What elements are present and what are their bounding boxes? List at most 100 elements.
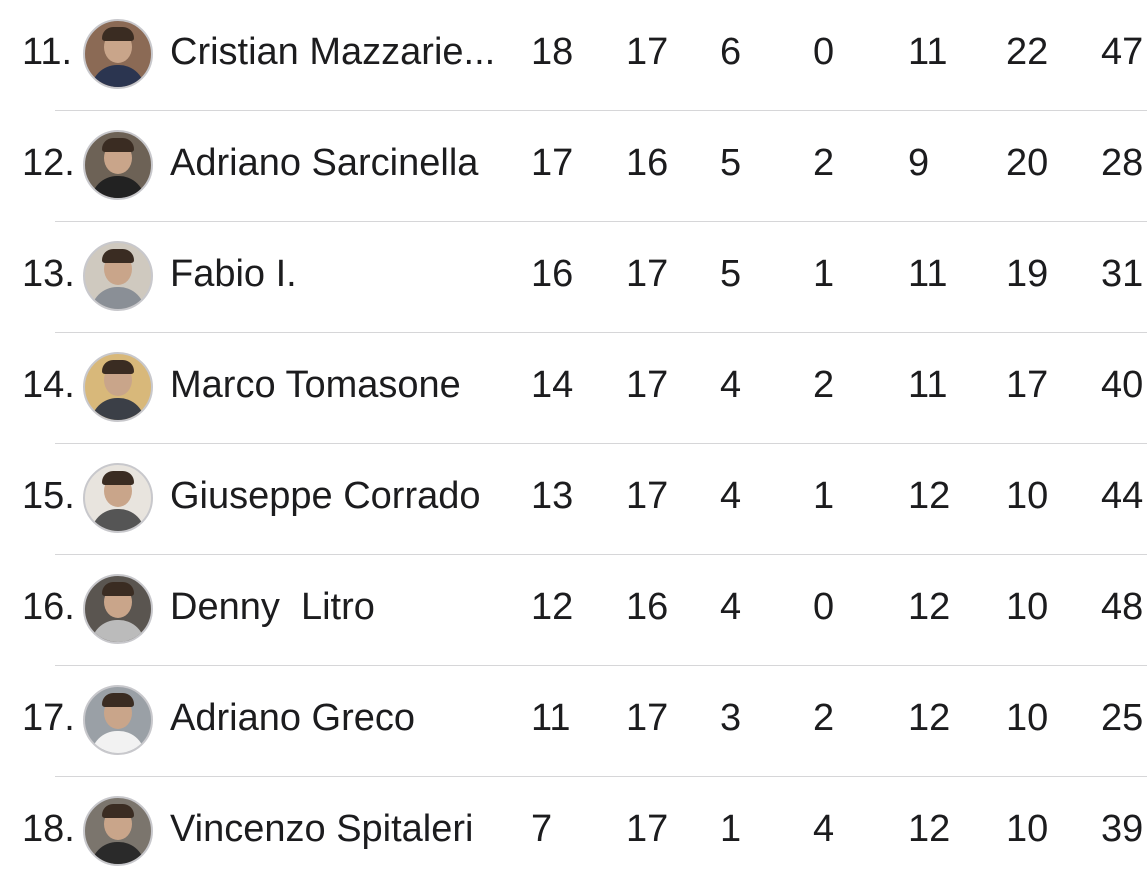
- row-divider: [55, 110, 1147, 111]
- row-divider: [55, 776, 1147, 777]
- stat-cell: 4: [720, 364, 742, 406]
- player-name[interactable]: Marco Tomasone: [170, 364, 461, 406]
- stat-cell: 11: [908, 31, 948, 73]
- stat-cell: 31: [1101, 253, 1144, 295]
- table-row[interactable]: 16. Denny Litro 12 16 4 0 12 10 48: [0, 555, 1147, 666]
- table-row[interactable]: 14. Marco Tomasone 14 17 4 2 11 17 40: [0, 333, 1147, 444]
- stat-cell: 10: [1006, 475, 1049, 517]
- row-divider: [55, 554, 1147, 555]
- stat-cell: 17: [626, 697, 669, 739]
- stat-cell: 10: [1006, 697, 1049, 739]
- player-name[interactable]: Denny Litro: [170, 586, 375, 628]
- rank: 18.: [22, 808, 75, 850]
- avatar-hair: [102, 582, 134, 596]
- stat-cell: 44: [1101, 475, 1144, 517]
- stat-cell: 18: [531, 31, 574, 73]
- stat-cell: 28: [1101, 142, 1144, 184]
- player-name[interactable]: Fabio I.: [170, 253, 297, 295]
- stat-cell: 1: [720, 808, 742, 850]
- table-row[interactable]: 13. Fabio I. 16 17 5 1 11 19 31: [0, 222, 1147, 333]
- avatar-hair: [102, 360, 134, 374]
- stat-cell: 0: [813, 31, 835, 73]
- rank: 17.: [22, 697, 75, 739]
- stat-cell: 12: [908, 586, 951, 628]
- avatar-body: [91, 842, 145, 864]
- row-divider: [55, 665, 1147, 666]
- row-divider: [55, 221, 1147, 222]
- stat-cell: 9: [908, 142, 930, 184]
- stat-cell: 2: [813, 697, 835, 739]
- stat-cell: 1: [813, 253, 835, 295]
- avatar[interactable]: [83, 352, 153, 422]
- stat-cell: 17: [626, 364, 669, 406]
- stat-cell: 22: [1006, 31, 1049, 73]
- table-row[interactable]: 11. Cristian Mazzarie... 18 17 6 0 11 22 47: [0, 0, 1147, 111]
- player-name[interactable]: Cristian Mazzarie...: [170, 31, 496, 73]
- avatar[interactable]: [83, 463, 153, 533]
- avatar-hair: [102, 471, 134, 485]
- table-row[interactable]: 12. Adriano Sarcinella 17 16 5 2 9 20 28: [0, 111, 1147, 222]
- table-row[interactable]: 18. Vincenzo Spitaleri 7 17 1 4 12 10 39: [0, 777, 1147, 888]
- stat-cell: 25: [1101, 697, 1144, 739]
- stat-cell: 17: [1006, 364, 1049, 406]
- avatar-hair: [102, 693, 134, 707]
- row-divider: [55, 443, 1147, 444]
- player-name[interactable]: Adriano Greco: [170, 697, 416, 739]
- stat-cell: 2: [813, 364, 835, 406]
- player-name[interactable]: Giuseppe Corrado: [170, 475, 481, 517]
- stat-cell: 4: [720, 475, 742, 517]
- stat-cell: 1: [813, 475, 835, 517]
- avatar-body: [91, 287, 145, 309]
- stat-cell: 17: [531, 142, 574, 184]
- stat-cell: 40: [1101, 364, 1144, 406]
- rank: 15.: [22, 475, 75, 517]
- avatar[interactable]: [83, 796, 153, 866]
- avatar[interactable]: [83, 685, 153, 755]
- avatar[interactable]: [83, 574, 153, 644]
- avatar-hair: [102, 27, 134, 41]
- stat-cell: 10: [1006, 586, 1049, 628]
- stat-cell: 3: [720, 697, 742, 739]
- stat-cell: 11: [908, 364, 948, 406]
- avatar-body: [91, 731, 145, 753]
- row-divider: [55, 332, 1147, 333]
- player-name[interactable]: Adriano Sarcinella: [170, 142, 479, 184]
- stat-cell: 14: [531, 364, 574, 406]
- player-name[interactable]: Vincenzo Spitaleri: [170, 808, 474, 850]
- table-row[interactable]: 15. Giuseppe Corrado 13 17 4 1 12 10 44: [0, 444, 1147, 555]
- rank: 11.: [22, 31, 73, 73]
- stat-cell: 16: [531, 253, 574, 295]
- table-row[interactable]: 17. Adriano Greco 11 17 3 2 12 10 25: [0, 666, 1147, 777]
- stat-cell: 4: [720, 586, 742, 628]
- stat-cell: 19: [1006, 253, 1049, 295]
- stat-cell: 12: [908, 697, 951, 739]
- stat-cell: 17: [626, 253, 669, 295]
- stat-cell: 16: [626, 586, 669, 628]
- rank: 13.: [22, 253, 75, 295]
- avatar-hair: [102, 804, 134, 818]
- avatar-body: [91, 65, 145, 87]
- stat-cell: 4: [813, 808, 835, 850]
- stat-cell: 13: [531, 475, 574, 517]
- avatar[interactable]: [83, 130, 153, 200]
- avatar-hair: [102, 138, 134, 152]
- stat-cell: 11: [908, 253, 948, 295]
- stat-cell: 17: [626, 475, 669, 517]
- avatar[interactable]: [83, 19, 153, 89]
- stat-cell: 47: [1101, 31, 1144, 73]
- avatar[interactable]: [83, 241, 153, 311]
- stat-cell: 5: [720, 142, 742, 184]
- stat-cell: 5: [720, 253, 742, 295]
- stat-cell: 10: [1006, 808, 1049, 850]
- stat-cell: 48: [1101, 586, 1144, 628]
- rank: 12.: [22, 142, 75, 184]
- rank: 16.: [22, 586, 75, 628]
- stat-cell: 0: [813, 586, 835, 628]
- stat-cell: 39: [1101, 808, 1144, 850]
- stat-cell: 12: [908, 475, 951, 517]
- avatar-body: [91, 176, 145, 198]
- stat-cell: 7: [531, 808, 553, 850]
- stat-cell: 2: [813, 142, 835, 184]
- avatar-body: [91, 398, 145, 420]
- stat-cell: 11: [531, 697, 571, 739]
